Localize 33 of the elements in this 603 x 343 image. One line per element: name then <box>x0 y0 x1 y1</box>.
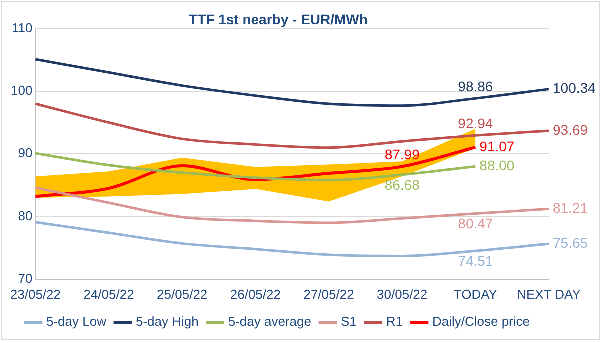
data-label: 81.21 <box>553 200 588 216</box>
y-tick-label: 70 <box>18 270 33 286</box>
data-label: 88.00 <box>480 157 515 174</box>
data-label: 98.86 <box>458 78 494 94</box>
y-tick-label: 80 <box>18 208 33 224</box>
y-tick-label: 100 <box>10 83 33 98</box>
data-label: 74.51 <box>458 253 494 270</box>
legend-label: R1 <box>386 314 403 330</box>
chart-title: TTF 1st nearby - EUR/MWh <box>189 11 368 28</box>
x-tick-label: TODAY <box>454 286 498 302</box>
x-tick-label: 25/05/22 <box>157 286 208 302</box>
x-tick-label: 24/05/22 <box>84 286 134 302</box>
x-tick-label: 26/05/22 <box>230 286 281 302</box>
legend-label: 5-day Low <box>46 314 108 330</box>
y-tick-label: 110 <box>12 20 33 36</box>
y-tick-label: 90 <box>18 146 33 161</box>
data-label: 93.69 <box>553 122 588 138</box>
legend-label: S1 <box>340 314 357 330</box>
legend-label: 5-day High <box>136 314 199 330</box>
legend-label: Daily/Close price <box>432 314 530 330</box>
x-tick-label: 27/05/22 <box>304 286 354 302</box>
line-series <box>34 58 550 108</box>
x-tick-label: 30/05/22 <box>377 286 428 302</box>
x-tick-label: 23/05/22 <box>10 286 61 302</box>
data-label: 87.99 <box>384 146 420 163</box>
x-tick-label: NEXT DAY <box>517 286 582 302</box>
data-label: 75.65 <box>553 234 588 251</box>
data-label: 92.94 <box>458 116 494 132</box>
data-label: 80.47 <box>458 216 494 232</box>
data-label: 100.34 <box>553 80 596 96</box>
legend-label: 5-day average <box>228 314 312 330</box>
data-label: 91.07 <box>480 138 515 154</box>
data-label: 86.68 <box>384 176 420 193</box>
